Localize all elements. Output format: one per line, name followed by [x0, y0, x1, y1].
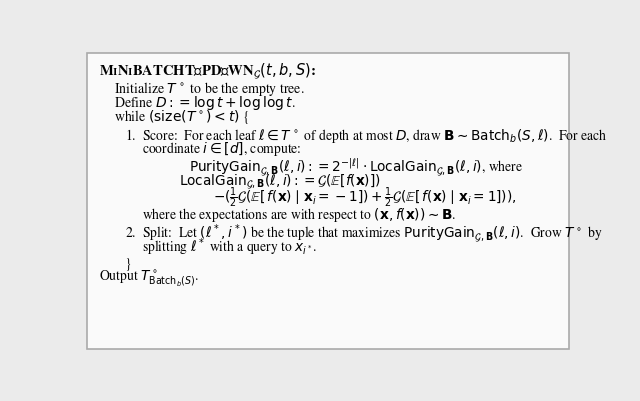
- Text: 2.  Split:  Let $(\ell^*, i^*)$ be the tuple that maximizes $\mathrm{PurityGain}: 2. Split: Let $(\ell^*, i^*)$ be the tup…: [125, 223, 602, 245]
- Text: $\mathrm{PurityGain}_{\mathcal{G},\mathbf{B}}(\ell, i) := 2^{-|\ell|} \cdot \mat: $\mathrm{PurityGain}_{\mathcal{G},\mathb…: [189, 156, 523, 179]
- Text: while $(\mathrm{size}(T^\circ) < t)$ {: while $(\mathrm{size}(T^\circ) < t)$ {: [114, 108, 249, 126]
- Text: $\mathrm{LocalGain}_{\mathcal{G},\mathbf{B}}(\ell, i) := \mathcal{G}(\mathbb{E}[: $\mathrm{LocalGain}_{\mathcal{G},\mathbf…: [179, 173, 381, 192]
- Text: coordinate $i \in [d]$, compute:: coordinate $i \in [d]$, compute:: [142, 140, 301, 158]
- Text: 1.  Score:  For each leaf $\ell \in T^\circ$ of depth at most $D$, draw $\mathbf: 1. Score: For each leaf $\ell \in T^\cir…: [125, 128, 607, 146]
- Text: Initialize $T^\circ$ to be the empty tree.: Initialize $T^\circ$ to be the empty tre…: [114, 80, 305, 98]
- Text: where the expectations are with respect to $(\mathbf{x}, f(\mathbf{x})) \sim \ma: where the expectations are with respect …: [142, 207, 456, 225]
- Text: splitting $\ell^*$ with a query to $x_{i^*}$.: splitting $\ell^*$ with a query to $x_{i…: [142, 236, 317, 258]
- Text: Define $D := \log t + \log\log t$.: Define $D := \log t + \log\log t$.: [114, 94, 296, 112]
- FancyBboxPatch shape: [88, 53, 568, 349]
- Text: }: }: [125, 257, 131, 271]
- Text: MɪNɪBATCHTᴏPDᴏWN$_{\mathcal{G}}$$(t, b, S)$:: MɪNɪBATCHTᴏPDᴏWN$_{\mathcal{G}}$$(t, b, …: [99, 62, 316, 83]
- Text: Output $T^\circ_{\mathrm{Batch}_b(S)}$.: Output $T^\circ_{\mathrm{Batch}_b(S)}$.: [99, 269, 199, 289]
- Text: $-(\frac{1}{2}\mathcal{G}(\mathbb{E}[\,f(\mathbf{x}) \mid \mathbf{x}_i = -1]) + : $-(\frac{1}{2}\mathcal{G}(\mathbb{E}[\,f…: [213, 186, 516, 210]
